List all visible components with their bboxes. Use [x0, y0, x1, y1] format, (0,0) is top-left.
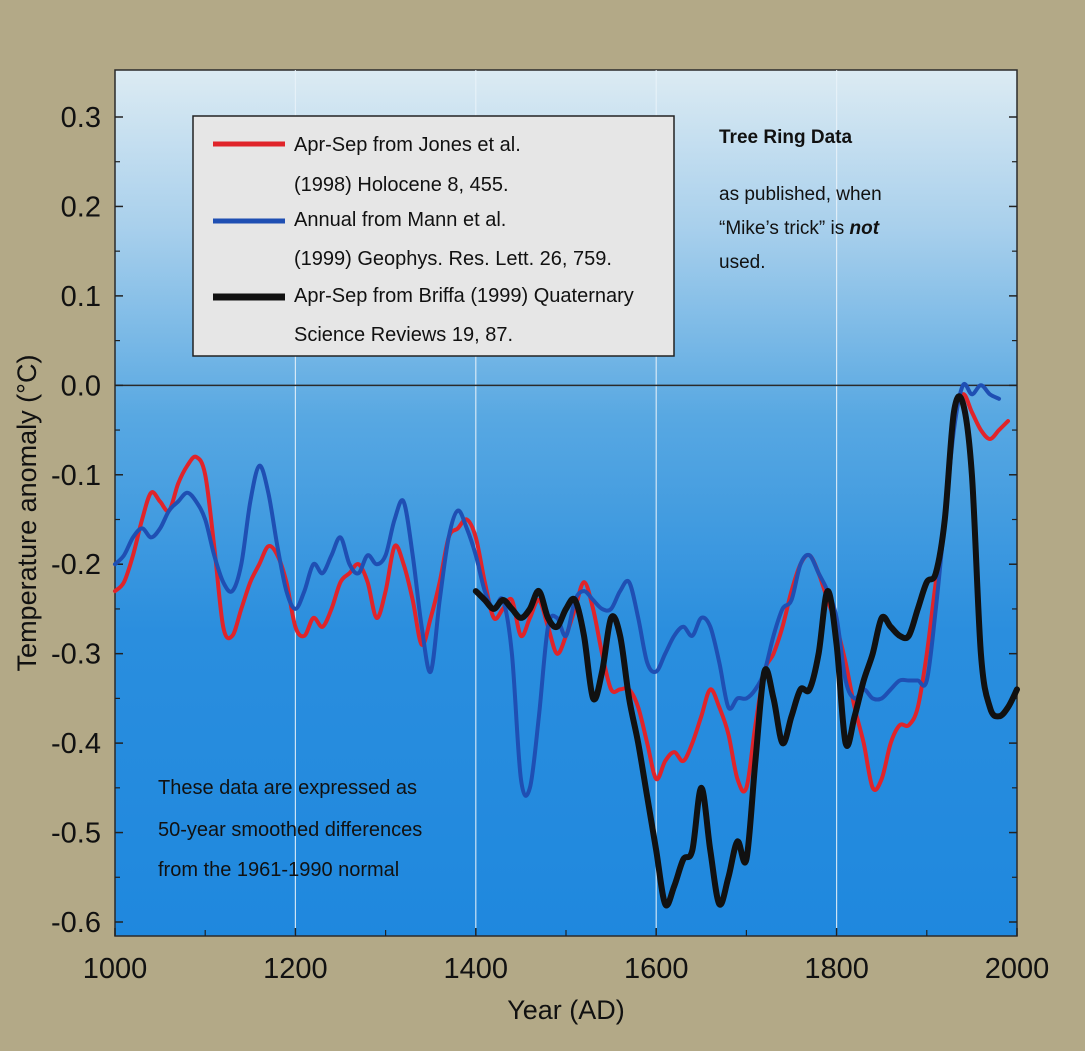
bottom-note-line2: 50-year smoothed differences — [158, 819, 422, 841]
legend-mann-line1: Annual from Mann et al. — [294, 209, 506, 231]
y-tick-label: 0.0 — [61, 370, 101, 402]
y-axis-label: Temperature anomaly (°C) — [12, 355, 42, 672]
series-mann-line — [113, 381, 1001, 798]
x-tick-label: 1600 — [624, 953, 689, 985]
y-tick-label: 0.1 — [61, 281, 101, 313]
x-tick-label: 1000 — [83, 953, 148, 985]
legend-briffa-line1: Apr-Sep from Briffa (1999) Quaternary — [294, 285, 634, 307]
tree-ring-title: Tree Ring Data — [719, 127, 852, 148]
y-tick-label: -0.6 — [51, 907, 101, 939]
x-tick-label: 2000 — [985, 953, 1050, 985]
y-tick-label: -0.3 — [51, 639, 101, 671]
y-tick-label: 0.3 — [61, 102, 101, 134]
bottom-note-line1: These data are expressed as — [158, 777, 417, 799]
x-tick-label: 1800 — [804, 953, 869, 985]
tree-ring-note-line2: “Mike’s trick” is not — [719, 218, 880, 239]
bottom-note-line3: from the 1961-1990 normal — [158, 859, 399, 881]
series-briffa-line — [472, 393, 1020, 909]
y-tick-label: 0.2 — [61, 191, 101, 223]
y-tick-label: -0.4 — [51, 728, 101, 760]
legend-box — [192, 115, 675, 357]
legend-briffa-line2: Science Reviews 19, 87. — [294, 324, 513, 346]
legend-mann-line2: (1999) Geophys. Res. Lett. 26, 759. — [294, 248, 612, 270]
x-tick-label: 1400 — [444, 953, 509, 985]
legend-jones-line2: (1998) Holocene 8, 455. — [294, 174, 509, 196]
tree-ring-note-line1: as published, when — [719, 184, 882, 205]
x-tick-label: 1200 — [263, 953, 328, 985]
y-axis-ticks: 0.3 0.2 0.1 0.0 -0.1 -0.2 -0.3 -0.4 -0.5 -0.6 — [51, 102, 1017, 939]
series-layer — [113, 381, 1020, 909]
tree-ring-note-not: not — [850, 218, 880, 239]
legend-jones-line1: Apr-Sep from Jones et al. — [294, 134, 521, 156]
tree-ring-note-line2-pre: “Mike’s trick” is — [719, 218, 850, 239]
y-tick-label: -0.1 — [51, 460, 101, 492]
x-axis-label: Year (AD) — [507, 995, 625, 1025]
y-tick-label: -0.2 — [51, 549, 101, 581]
y-tick-label: -0.5 — [51, 818, 101, 850]
x-axis-ticks: 1000 1200 1400 1600 1800 2000 — [83, 928, 1050, 985]
legend: Apr-Sep from Jones et al. (1998) Holocen… — [192, 115, 675, 357]
tree-ring-note-line3: used. — [719, 252, 765, 273]
series-jones-line — [113, 392, 1010, 794]
